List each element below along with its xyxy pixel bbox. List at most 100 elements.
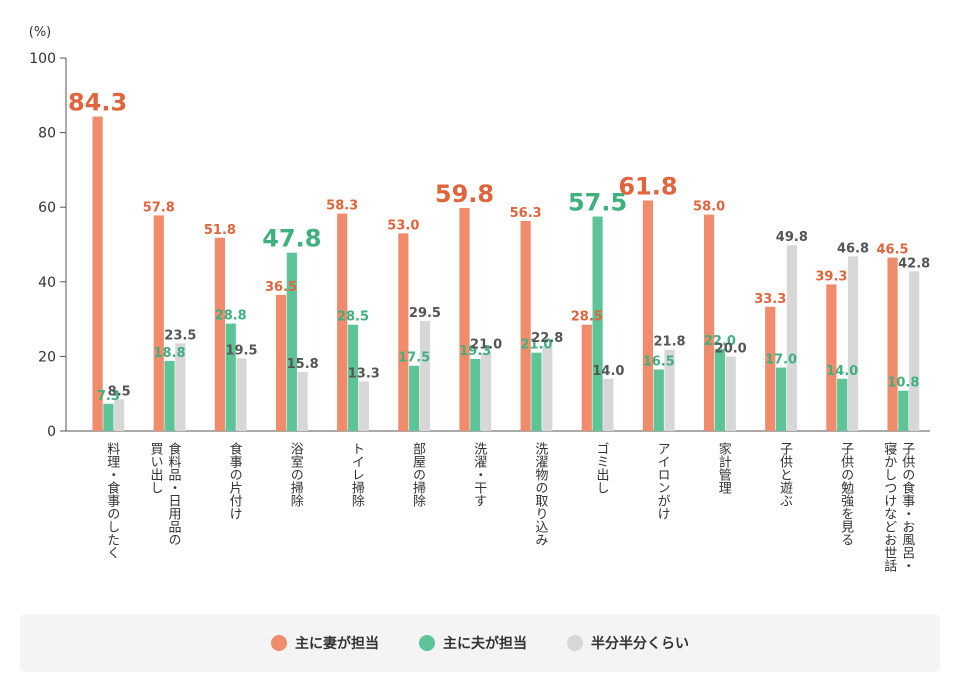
bar-2 (164, 360, 175, 431)
data-label: 46.8 (837, 241, 869, 256)
bar-3 (847, 256, 859, 431)
bar-3 (175, 343, 186, 431)
data-label: 19.5 (225, 343, 257, 358)
bar-2 (347, 324, 359, 431)
category-label: 洗濯・干す (471, 442, 487, 507)
data-label: 22.8 (531, 331, 563, 346)
bar-2 (286, 252, 297, 431)
category-label: ゴミ出し (594, 442, 609, 494)
bar-3 (786, 245, 797, 431)
legend-item: 半分半分くらい (567, 633, 689, 653)
data-label: 33.3 (754, 292, 786, 307)
category-label: 寝かしつけなどお世話 (881, 441, 897, 572)
data-label: 39.3 (815, 269, 847, 284)
bar-3 (114, 399, 125, 431)
bar-2 (103, 403, 114, 431)
category-label: アイロンがけ (655, 442, 671, 520)
bar-2 (714, 348, 725, 431)
data-label: 21.8 (654, 335, 686, 350)
category-label: 買い出し (147, 442, 163, 494)
data-label: 42.8 (898, 256, 930, 271)
data-label: 15.8 (287, 357, 319, 372)
bar-2 (592, 216, 603, 431)
legend-swatch (567, 635, 583, 651)
category-label: 部屋の掃除 (410, 442, 426, 507)
data-label: 84.3 (68, 89, 127, 117)
bar-1 (704, 214, 715, 431)
bar-chart: (%) 0 20 40 60 80 100 84.3 7.38.5 料理・食事のしたく 57.8 18… (29, 25, 930, 572)
category-label: 浴室の掃除 (288, 442, 304, 507)
y-unit-label: (%) (29, 25, 52, 40)
data-label: 17.5 (398, 351, 430, 366)
bar-1 (214, 237, 225, 431)
bar-1 (826, 284, 837, 431)
data-label: 57.5 (568, 189, 627, 217)
bar-2 (653, 369, 664, 431)
bar-1 (275, 294, 287, 431)
bar-1 (520, 221, 531, 431)
y-tick-label: 40 (38, 275, 56, 291)
legend-item: 主に妻が担当 (271, 633, 379, 653)
data-label: 8.5 (108, 384, 131, 399)
category-label: 子供と遊ぶ (777, 442, 793, 507)
category-label: 料理・食事のしたく (104, 442, 120, 559)
category-label: 家計管理 (716, 441, 732, 494)
bar-2 (470, 359, 481, 431)
category-label: 子供の勉強を見る (838, 442, 854, 546)
legend-swatch (419, 635, 435, 651)
data-label: 61.8 (618, 172, 677, 200)
bar-3 (419, 320, 431, 431)
category-label: 洗濯物の取り込み (532, 442, 548, 546)
bar-1 (459, 207, 470, 431)
data-label: 19.3 (459, 344, 491, 359)
data-label: 28.5 (571, 310, 603, 325)
bar-2 (898, 390, 909, 431)
bar-3 (725, 356, 736, 431)
bar-1 (92, 116, 103, 431)
bar-1 (398, 233, 409, 431)
y-tick-label: 60 (38, 200, 56, 216)
data-label: 10.8 (887, 376, 919, 391)
data-label: 13.3 (348, 366, 380, 381)
data-label: 57.8 (143, 200, 175, 215)
bar-2 (409, 365, 420, 431)
category-label: 食事の片付け (227, 441, 243, 520)
bar-2 (225, 323, 236, 431)
bar-1 (581, 324, 592, 431)
bar-2 (531, 352, 542, 431)
bar-1 (153, 215, 164, 431)
category-label: 子供の食事・お風呂・ (899, 442, 915, 572)
data-label: 53.0 (387, 218, 419, 233)
legend-swatch (271, 635, 287, 651)
bar-1 (642, 200, 654, 431)
data-label: 23.5 (164, 328, 196, 343)
bar-3 (358, 381, 369, 431)
data-label: 21.0 (470, 338, 502, 353)
data-label: 36.5 (265, 280, 297, 295)
category-label: 食料品・日用品の (165, 441, 181, 546)
y-tick-label: 0 (47, 424, 56, 440)
legend-label: 主に夫が担当 (443, 636, 527, 652)
data-label: 20.0 (715, 341, 747, 356)
bar-3 (664, 349, 675, 431)
bar-3 (603, 378, 614, 431)
data-label: 58.3 (326, 199, 358, 214)
data-label: 22.0 (704, 334, 736, 349)
bar-2 (837, 378, 848, 431)
data-label: 47.8 (262, 225, 321, 253)
bar-3 (909, 271, 920, 431)
data-label: 14.0 (826, 364, 858, 379)
data-label: 49.8 (776, 230, 808, 245)
category-label: トイレ掃除 (349, 442, 365, 507)
data-label: 14.0 (592, 364, 624, 379)
bar-1 (887, 257, 898, 431)
legend-item: 主に夫が担当 (419, 633, 527, 653)
bar-1 (337, 213, 348, 431)
y-tick-label: 20 (38, 349, 56, 365)
data-label: 28.8 (215, 309, 247, 324)
bar-1 (765, 306, 776, 431)
legend-label: 半分半分くらい (591, 636, 689, 652)
bar-3 (236, 358, 247, 431)
data-label: 7.3 (97, 389, 120, 404)
data-label: 29.5 (409, 306, 441, 321)
